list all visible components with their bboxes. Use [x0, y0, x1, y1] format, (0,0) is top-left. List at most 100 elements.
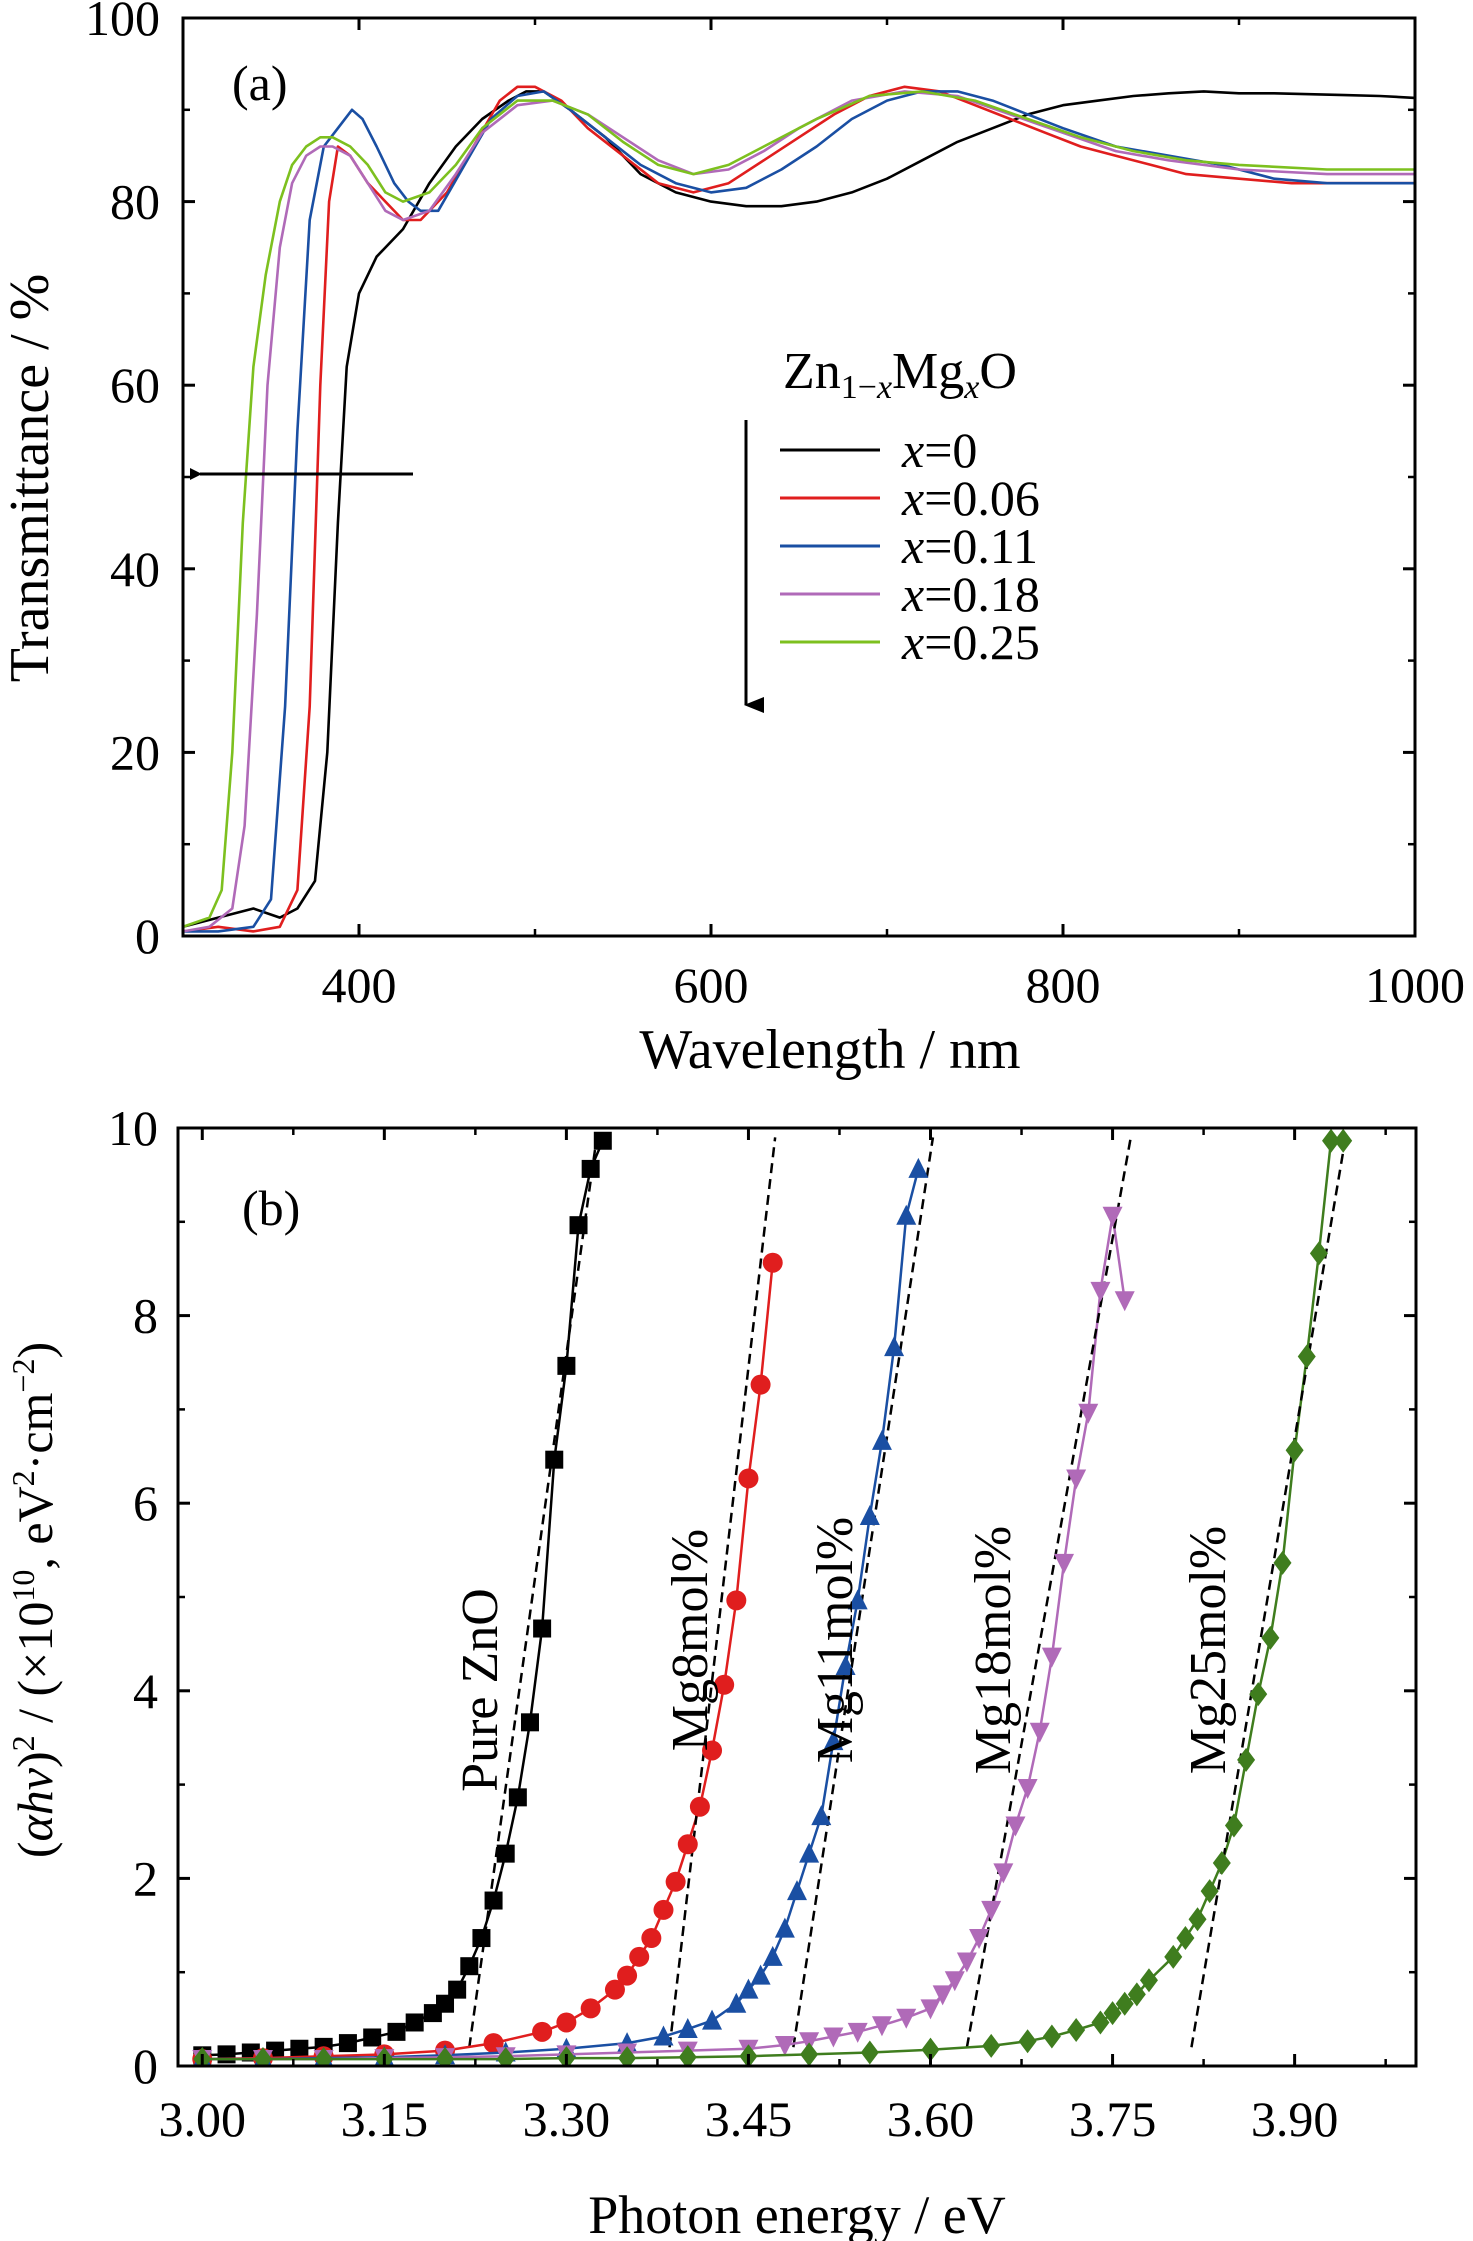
data-point-0-17	[508, 1788, 527, 1807]
data-point-3-29	[1078, 1403, 1099, 1424]
ylabel-part-1: αhν	[7, 1767, 63, 1841]
fit-line-1	[668, 1137, 777, 2048]
data-point-4-12	[921, 2037, 940, 2062]
data-point-4-27	[1224, 1813, 1243, 1838]
panel-b-label: (b)	[242, 1180, 300, 1236]
a-x-tick-label-3: 1000	[1365, 957, 1465, 1013]
data-point-4-32	[1285, 1438, 1304, 1463]
data-point-2-8	[653, 2025, 674, 2046]
data-point-0-20	[545, 1450, 564, 1469]
data-point-0-16	[496, 1844, 515, 1863]
data-point-4-29	[1249, 1682, 1268, 1707]
a-x-tick-label-0: 400	[322, 957, 397, 1013]
transmittance-line-4	[183, 90, 1415, 929]
data-point-2-24	[884, 1336, 905, 1357]
data-point-2-12	[738, 1978, 759, 1999]
data-point-0-4	[290, 2039, 309, 2058]
data-point-4-28	[1237, 1747, 1256, 1772]
a-y-tick-label-1: 20	[110, 724, 160, 780]
data-point-3-26	[1041, 1647, 1062, 1668]
data-point-4-35	[1322, 1128, 1341, 1153]
fit-line-4	[1190, 1137, 1347, 2048]
data-point-1-15	[677, 1834, 698, 1855]
data-point-4-17	[1091, 2010, 1110, 2035]
series-label-4: Mg25mol%	[1180, 1526, 1237, 1774]
data-point-3-25	[1029, 1722, 1050, 1743]
data-point-2-9	[677, 2018, 698, 2039]
a-y-tick-label-3: 60	[110, 357, 160, 413]
data-point-2-10	[702, 2009, 723, 2030]
data-point-3-32	[1114, 1291, 1135, 1312]
data-point-4-2	[314, 2047, 333, 2066]
data-point-1-21	[750, 1374, 771, 1395]
a-x-tick-label-1: 600	[674, 957, 749, 1013]
panel-b-x-axis: 3.00 3.15 3.30 3.45 3.60 3.75 3.90	[159, 1128, 1387, 2147]
b-y-tick-label-5: 10	[108, 1100, 158, 1156]
b-x-tick-label-0: 3.00	[159, 2091, 247, 2147]
fit-line-2	[792, 1137, 935, 2048]
data-point-3-24	[1017, 1778, 1038, 1799]
data-point-3-11	[799, 2032, 820, 2053]
ylabel-part-4: / (×10	[7, 1602, 63, 1736]
data-point-0-11	[436, 1994, 455, 2013]
data-point-2-13	[750, 1964, 771, 1985]
data-point-0-24	[593, 1131, 612, 1150]
data-point-1-18	[714, 1674, 735, 1695]
data-point-1-7	[556, 2012, 577, 2033]
ylabel-part-10: )	[7, 1342, 63, 1359]
data-point-0-21	[557, 1356, 576, 1375]
data-point-3-22	[993, 1863, 1014, 1884]
a-y-tick-label-4: 80	[110, 174, 160, 230]
data-point-3-31	[1102, 1206, 1123, 1227]
data-point-1-19	[726, 1590, 747, 1611]
transmittance-line-3	[183, 90, 1415, 933]
legend-title-mg: Mg	[892, 343, 964, 400]
b-x-tick-label-1: 3.15	[341, 2091, 429, 2147]
series-label-1: Mg8mol%	[662, 1529, 719, 1751]
b-y-tick-label-2: 4	[133, 1663, 158, 1719]
data-point-1-16	[689, 1796, 710, 1817]
b-x-tick-label-6: 3.90	[1251, 2091, 1339, 2147]
data-point-4-5	[496, 2047, 515, 2066]
panel-a-legend: Zn1−xMgxO x=0x=0.06x=0.11x=0.18x=0.25	[744, 343, 1040, 713]
data-point-0-8	[387, 2022, 406, 2041]
b-y-tick-label-0: 0	[133, 2038, 158, 2094]
data-point-4-36	[1334, 1128, 1353, 1153]
ylabel-part-7: 2	[5, 1470, 41, 1486]
b-y-tick-label-4: 8	[133, 1288, 158, 1344]
b-x-tick-label-2: 3.30	[523, 2091, 611, 2147]
data-point-2-16	[787, 1880, 807, 1901]
ylabel-part-5: 10	[5, 1570, 41, 1602]
data-point-0-14	[472, 1929, 491, 1948]
data-point-4-7	[618, 2046, 637, 2066]
data-point-3-10	[774, 2035, 795, 2056]
a-x-tick-label-2: 800	[1026, 957, 1101, 1013]
data-point-2-25	[896, 1204, 917, 1225]
data-point-4-18	[1103, 2001, 1122, 2026]
data-point-4-21	[1139, 1968, 1158, 1993]
data-point-0-23	[581, 1159, 600, 1178]
data-point-4-34	[1309, 1241, 1328, 1266]
data-point-2-14	[762, 1945, 783, 1966]
panel-a-frame	[181, 16, 1417, 938]
data-point-3-18	[944, 1971, 965, 1992]
data-point-4-8	[678, 2045, 697, 2066]
data-point-3-21	[981, 1900, 1002, 1921]
data-point-0-15	[484, 1891, 503, 1910]
data-point-1-11	[629, 1946, 650, 1967]
legend-entry-0: x=0	[901, 422, 977, 478]
data-point-3-15	[896, 2008, 917, 2029]
data-point-1-17	[702, 1740, 723, 1761]
panel-a-x-label: Wavelength / nm	[639, 1019, 1020, 1081]
data-point-1-13	[653, 1899, 674, 1920]
data-point-3-13	[847, 2022, 868, 2043]
panel-b: 3.00 3.15 3.30 3.45 3.60 3.75 3.90 0 2 4 6 8 10 (b)…	[5, 1100, 1418, 2241]
data-point-4-19	[1115, 1991, 1134, 2016]
panel-a-x-axis: 400 600 800 1000	[181, 18, 1465, 1013]
data-point-3-14	[871, 2016, 892, 2037]
data-point-4-26	[1212, 1851, 1231, 1876]
panel-a-label: (a)	[232, 55, 288, 111]
a-y-tick-label-2: 40	[110, 541, 160, 597]
ylabel-part-0: (	[7, 1841, 63, 1858]
data-point-4-20	[1127, 1982, 1146, 2007]
